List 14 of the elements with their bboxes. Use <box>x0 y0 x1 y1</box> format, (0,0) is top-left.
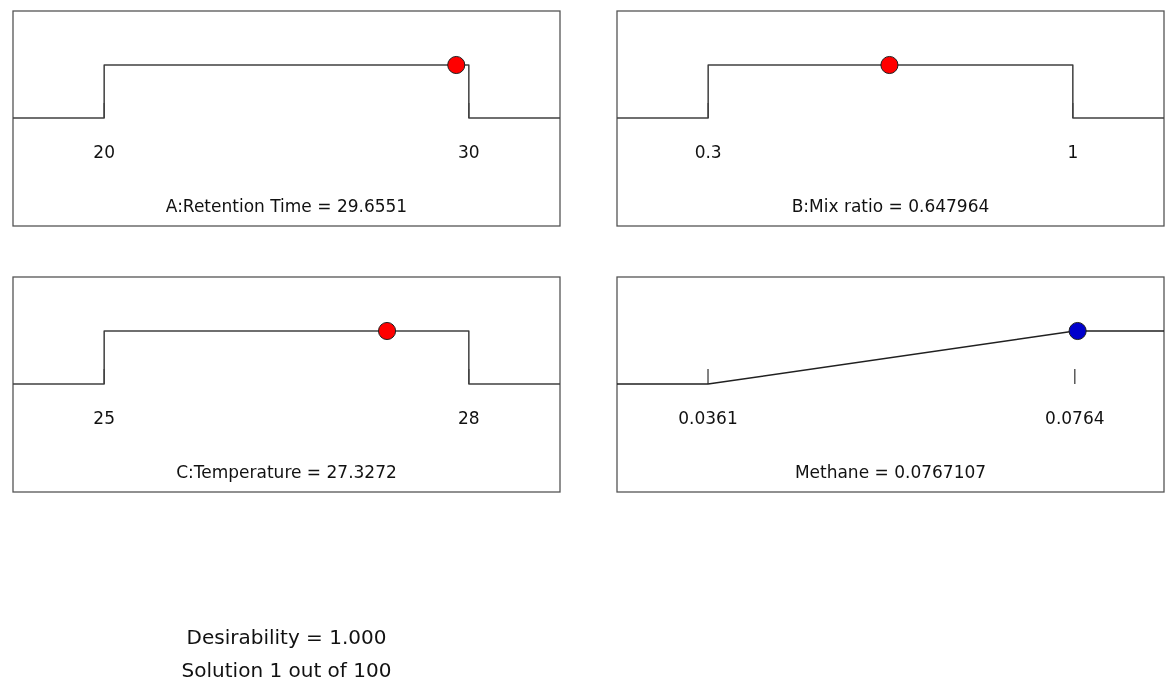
x-tick-label: 0.0361 <box>678 408 738 428</box>
x-tick-label: 0.0764 <box>1045 408 1105 428</box>
x-tick-label: 1 <box>1067 142 1079 162</box>
x-tick-label: 20 <box>93 142 115 162</box>
x-tick-label: 28 <box>458 408 480 428</box>
x-tick-label: 0.3 <box>694 142 722 162</box>
x-axis-title: Methane = 0.0767107 <box>794 462 987 482</box>
x-axis-title: A:Retention Time = 29.6551 <box>165 196 408 216</box>
x-tick-label: 25 <box>93 408 115 428</box>
x-axis-title: C:Temperature = 27.3272 <box>176 462 397 482</box>
x-tick-label: 30 <box>458 142 480 162</box>
text: Solution 1 out of 100 <box>181 658 392 682</box>
x-axis-title: B:Mix ratio = 0.647964 <box>791 196 990 216</box>
text: Desirability = 1.000 <box>186 625 387 649</box>
